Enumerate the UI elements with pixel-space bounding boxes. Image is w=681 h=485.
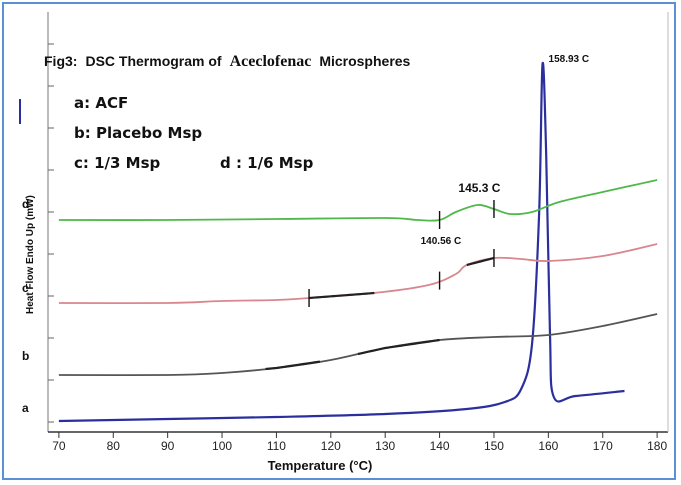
- curve-a: [58, 61, 625, 423]
- x-tick-label: 140: [430, 439, 450, 453]
- annotation-c: 140.56 C: [421, 236, 462, 247]
- x-tick-label: 150: [484, 439, 504, 453]
- y-tick-marks: [48, 43, 54, 423]
- legend-a: a: ACF: [74, 94, 128, 112]
- x-tick-label: 80: [107, 439, 121, 453]
- curve-label-b: b: [22, 349, 29, 363]
- curve-b-highlight: [265, 360, 321, 371]
- x-tick-label: 160: [538, 439, 558, 453]
- curve-b: [58, 313, 658, 377]
- curve-label-a: a: [22, 401, 29, 415]
- x-tick-label: 170: [593, 439, 613, 453]
- figure-frame: Fig3: DSC Thermogram of Aceclofenac Micr…: [2, 2, 676, 480]
- x-tick-label: 70: [52, 439, 66, 453]
- legend-c: c: 1/3 Msp: [74, 154, 161, 172]
- legend-b: b: Placebo Msp: [74, 124, 202, 142]
- x-axis-label: Temperature (°C): [268, 458, 373, 473]
- x-tick-label: 130: [375, 439, 395, 453]
- curve-label-c: c: [22, 281, 29, 295]
- legend-d: d : 1/6 Msp: [220, 154, 314, 172]
- curve-label-d: d: [22, 197, 29, 211]
- chart-title: Fig3: DSC Thermogram of Aceclofenac Micr…: [44, 53, 411, 70]
- title-main: DSC Thermogram of: [85, 53, 221, 69]
- dsc-chart: Fig3: DSC Thermogram of Aceclofenac Micr…: [19, 12, 669, 473]
- x-ticks: 70 80 90 100 110 120 130 140 150 160 170 180: [52, 432, 667, 453]
- annotation-a: 158.93 C: [549, 54, 590, 65]
- curve-c-highlight: [308, 291, 375, 300]
- curve-b-highlight: [357, 338, 440, 356]
- annotation-d: 145.3 C: [458, 181, 500, 195]
- x-tick-label: 100: [212, 439, 232, 453]
- curves: a 158.93 C b c 140.56 C d 145.3 C: [22, 54, 658, 423]
- x-tick-label: 180: [647, 439, 667, 453]
- curve-c-highlight: [466, 256, 495, 267]
- x-tick-label: 120: [321, 439, 341, 453]
- y-axis-label: Heat Flow Endo Up (mW): [25, 195, 36, 314]
- x-tick-label: 90: [161, 439, 175, 453]
- curve-d: [58, 179, 658, 222]
- title-prefix: Fig3:: [44, 53, 77, 69]
- curve-c: [58, 243, 658, 305]
- title-suffix: Microspheres: [319, 53, 410, 69]
- x-tick-label: 110: [267, 439, 286, 453]
- title-drug: Aceclofenac: [230, 53, 312, 70]
